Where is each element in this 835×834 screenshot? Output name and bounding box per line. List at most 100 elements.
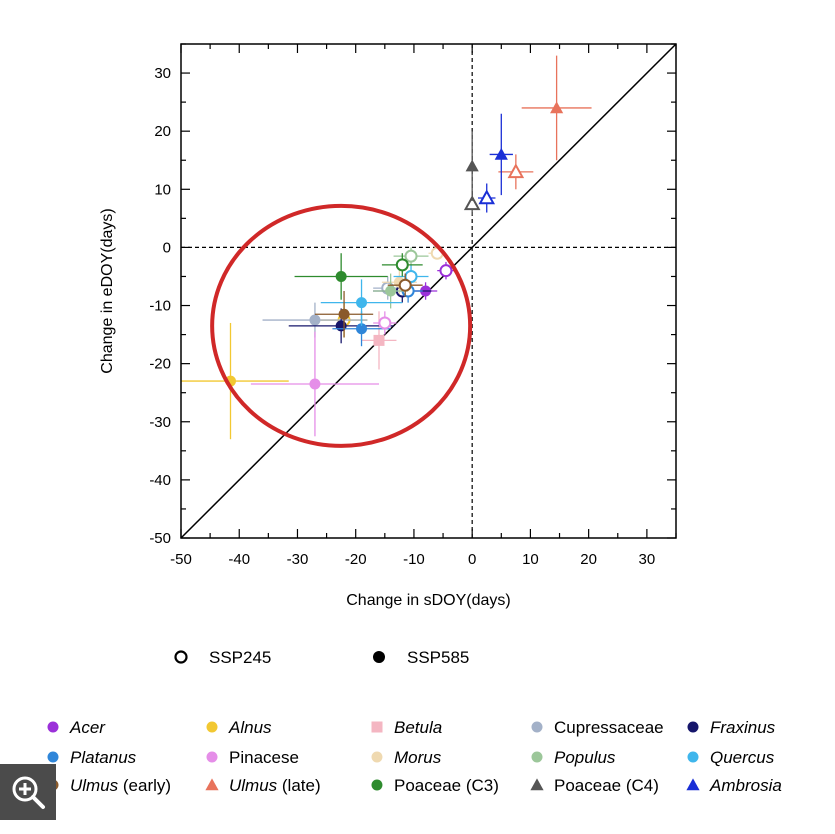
legend-taxon-name: Cupressaceae — [554, 718, 664, 737]
legend-label: Fraxinus — [710, 718, 776, 737]
legend-marker — [531, 721, 543, 733]
legend-marker — [687, 751, 699, 763]
point-marker — [309, 314, 321, 326]
taxa-legend-item: Cupressaceae — [531, 718, 664, 737]
y-tick-label: -10 — [149, 298, 171, 315]
taxa-legend-item: Alnus — [206, 718, 272, 737]
data-point — [498, 154, 534, 190]
point-marker — [373, 334, 385, 346]
legend-label: Ambrosia — [709, 776, 782, 795]
point-marker — [356, 297, 368, 309]
legend-label: Morus — [394, 748, 442, 767]
data-point — [521, 55, 592, 161]
point-marker — [439, 264, 453, 278]
legend-label: Poaceae (C4) — [554, 776, 659, 795]
legend-taxon-name: Betula — [394, 718, 442, 737]
data-point — [465, 131, 479, 201]
legend-marker — [206, 721, 218, 733]
x-tick-label: -40 — [228, 551, 250, 568]
taxa-legend-item: Pinacese — [206, 748, 299, 767]
x-tick-label: 30 — [639, 551, 656, 568]
y-tick-label: -40 — [149, 472, 171, 489]
taxa-legend-item: Ulmus (early) — [47, 776, 171, 795]
scenario-legend-item: SSP245 — [174, 648, 271, 667]
legend-label: Poaceae (C3) — [394, 776, 499, 795]
y-tick-label: 10 — [154, 181, 171, 198]
data-point — [437, 261, 455, 280]
legend-taxon-name: Poaceae (C4) — [554, 776, 659, 795]
data-point — [393, 247, 429, 265]
point-marker — [338, 308, 350, 320]
taxa-legend: Acer Alnus Betula Cupressaceae Fraxinus Plata… — [47, 718, 782, 795]
legend-taxon-suffix: (late) — [277, 776, 320, 795]
taxa-legend-item: Quercus — [687, 748, 775, 767]
legend-marker — [47, 751, 59, 763]
taxa-legend-item: Morus — [371, 748, 442, 767]
legend-marker — [206, 751, 218, 763]
taxa-legend-item: Ambrosia — [686, 776, 782, 795]
x-axis-title: Change in sDOY(days) — [346, 592, 511, 609]
taxa-legend-item: Ulmus (late) — [205, 776, 321, 795]
legend-taxon-name: Platanus — [70, 748, 137, 767]
data-point — [381, 253, 423, 277]
point-marker — [385, 285, 397, 297]
taxa-legend-item: Poaceae (C4) — [530, 776, 659, 795]
x-tick-label: -30 — [287, 551, 309, 568]
legend-taxon-name: Populus — [554, 748, 616, 767]
x-tick-label: 0 — [468, 551, 476, 568]
legend-marker — [47, 721, 59, 733]
legend-taxon-name: Alnus — [228, 718, 272, 737]
data-point — [489, 113, 513, 196]
y-axis-title: Change in eDOY(days) — [99, 208, 116, 373]
data-point — [387, 273, 423, 297]
legend-label: Cupressaceae — [554, 718, 664, 737]
taxa-legend-item: Platanus — [47, 748, 137, 767]
y-tick-label: -50 — [149, 530, 171, 547]
legend-label: Acer — [69, 718, 106, 737]
legend-label: Ulmus (late) — [229, 776, 321, 795]
point-marker — [550, 101, 564, 114]
point-marker — [465, 159, 479, 172]
point-marker — [404, 249, 418, 263]
taxa-legend-item: Populus — [531, 748, 616, 767]
point-marker — [494, 147, 508, 160]
x-tick-label: -20 — [345, 551, 367, 568]
legend-label: Alnus — [228, 718, 272, 737]
y-tick-label: 30 — [154, 65, 171, 82]
y-tick-label: -20 — [149, 356, 171, 373]
legend-marker — [371, 779, 383, 791]
legend-taxon-name: Acer — [69, 718, 106, 737]
plot-frame — [180, 43, 677, 539]
legend-marker — [373, 651, 385, 663]
taxa-legend-item: Poaceae (C3) — [371, 776, 499, 795]
taxa-legend-item: Acer — [47, 718, 106, 737]
legend-marker — [174, 650, 188, 664]
legend-marker — [371, 751, 383, 763]
legend-taxon-name: Fraxinus — [710, 718, 776, 737]
legend-marker — [687, 721, 699, 733]
legend-taxon-name: Ambrosia — [709, 776, 782, 795]
legend-marker — [205, 778, 219, 791]
data-point — [463, 192, 481, 216]
legend-taxon-name: Ulmus — [70, 776, 119, 795]
scenario-legend: SSP245 SSP585 — [174, 648, 469, 667]
point-marker — [356, 323, 368, 335]
legend-marker — [686, 778, 700, 791]
axis-ticks: -50 -40 -30 -20 -10 0 10 20 30 -50 -40 -30 -20 -10 0 10… — [149, 43, 677, 568]
x-tick-label: -50 — [170, 551, 192, 568]
legend-taxon-name: Poaceae (C3) — [394, 776, 499, 795]
data-point — [250, 331, 379, 437]
legend-taxon-name: Pinacese — [229, 748, 299, 767]
highlight-ellipse — [210, 203, 473, 448]
plot-area — [180, 43, 677, 539]
y-tick-label: -30 — [149, 414, 171, 431]
point-marker — [309, 378, 321, 390]
point-marker — [378, 316, 392, 330]
x-tick-label: 10 — [522, 551, 539, 568]
legend-marker — [371, 721, 383, 733]
taxa-legend-item: Fraxinus — [687, 718, 776, 737]
taxa-legend-item: Betula — [371, 718, 442, 737]
data-point — [294, 253, 388, 300]
zoom-in-button[interactable] — [0, 764, 56, 820]
